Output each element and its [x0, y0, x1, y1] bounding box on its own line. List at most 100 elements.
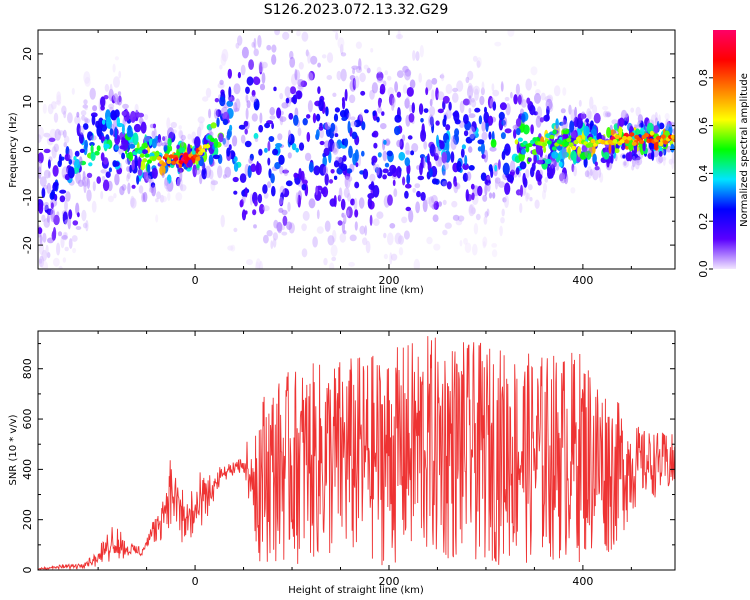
spectrogram-cell — [301, 248, 308, 258]
spectrogram-cell — [587, 110, 593, 120]
spectrogram-cell — [533, 80, 537, 87]
spectrogram-cell — [126, 166, 131, 172]
spectrogram-cell — [122, 103, 129, 109]
spectrogram-cell — [477, 146, 482, 152]
spectrogram-cell — [181, 139, 184, 148]
x-tick-label: 0 — [192, 575, 199, 588]
spectrogram-cell — [367, 197, 373, 209]
spectrogram-ridge-cell — [614, 134, 620, 140]
spectrogram-cell — [350, 116, 356, 121]
spectrogram-cell — [426, 197, 433, 204]
spectrogram-cell — [269, 107, 276, 116]
spectrogram-cell — [573, 151, 577, 164]
spectrogram-cell — [521, 113, 526, 123]
spectrogram-cell — [389, 164, 397, 174]
spectrogram-cell — [658, 156, 664, 163]
spectrogram-cell — [78, 156, 83, 167]
spectrogram-cell — [38, 255, 45, 268]
spectrogram-x-ticks: 0 200 400 — [97, 30, 632, 287]
spectrogram-cell — [398, 247, 404, 256]
spectrogram-cell — [210, 180, 218, 186]
spectrogram-cell — [84, 76, 91, 87]
spectrogram-cell — [214, 98, 220, 103]
spectrogram-cell — [630, 107, 635, 113]
spectrogram-cell — [332, 92, 337, 98]
spectrogram-cell — [486, 175, 491, 181]
spectrogram-y-axis-label: Frequency (Hz) — [8, 112, 19, 188]
spectrogram-cell — [373, 142, 378, 149]
spectrogram-cell — [279, 165, 284, 175]
spectrogram-cell — [431, 194, 438, 204]
spectrogram-cell — [297, 194, 302, 208]
spectrogram-cell — [38, 160, 42, 172]
spectrogram-cell — [353, 197, 358, 211]
spectrogram-cell — [84, 118, 90, 124]
spectrogram-cell — [332, 229, 337, 243]
spectrogram-cell — [253, 132, 259, 140]
spectrogram-cell — [212, 154, 220, 160]
spectrogram-cell — [368, 183, 376, 190]
spectrogram-cell — [330, 169, 335, 174]
spectrogram-cell — [334, 107, 340, 113]
spectrogram-cell — [460, 148, 465, 158]
spectrogram-cell — [377, 97, 382, 108]
spectrogram-cell — [483, 216, 488, 225]
spectrogram-cell — [114, 56, 119, 61]
spectrogram-cell — [255, 258, 261, 269]
spectrogram-cell — [343, 212, 347, 222]
spectrogram-cell — [592, 153, 597, 165]
spectrogram-cell — [504, 195, 509, 209]
spectrogram-cell — [361, 121, 366, 131]
spectrogram-cell — [411, 102, 415, 114]
spectrogram-cell — [45, 244, 49, 256]
spectrogram-cell — [159, 165, 166, 176]
spectrogram-cell — [116, 122, 124, 128]
spectrogram-cell — [74, 150, 80, 157]
spectrogram-cell — [233, 156, 238, 163]
spectrogram-cell — [404, 98, 410, 109]
spectrogram-cell — [529, 104, 536, 116]
spectrogram-y-ticks: -20 -10 0 10 20 — [21, 29, 675, 270]
spectrogram-cell — [656, 157, 660, 163]
spectrogram-cell — [401, 216, 408, 224]
spectrogram-cell — [488, 131, 492, 140]
spectrogram-cell — [618, 117, 625, 127]
spectrogram-cell — [147, 163, 151, 174]
spectrogram-cell — [431, 203, 437, 210]
spectrogram-cell — [450, 151, 455, 163]
spectrogram-cell — [68, 209, 73, 220]
spectrogram-cell — [536, 159, 544, 165]
spectrogram-cell — [489, 146, 497, 152]
spectrogram-cell — [92, 105, 98, 112]
spectrogram-ridge-cell — [144, 153, 150, 158]
spectrogram-cell — [530, 66, 538, 76]
spectrogram-cell — [546, 105, 550, 116]
spectrogram-cell — [490, 138, 497, 148]
spectrogram-cell — [476, 57, 482, 68]
spectrogram-cell — [428, 114, 435, 128]
spectrogram-cell — [442, 95, 450, 104]
spectrogram-cell — [649, 130, 654, 136]
spectrogram-cell — [347, 192, 351, 202]
spectrogram-cell — [491, 243, 498, 248]
spectrogram-cell — [376, 77, 384, 83]
spectrogram-cell — [552, 129, 557, 135]
spectrogram-cell — [50, 202, 54, 210]
spectrogram-cell — [586, 146, 594, 154]
spectrogram-cell — [462, 162, 469, 171]
spectrogram-cell — [39, 258, 43, 264]
spectrogram-cell — [515, 118, 522, 127]
spectrogram-cell — [498, 181, 506, 188]
spectrogram-cell — [327, 235, 335, 246]
spectrogram-cell — [220, 214, 225, 228]
spectrogram-cell — [273, 86, 277, 92]
spectrogram-cell — [59, 189, 67, 194]
spectrogram-cell — [253, 37, 257, 50]
spectrogram-cell — [534, 92, 541, 104]
spectrogram-cell — [40, 271, 45, 277]
spectrogram-cell — [376, 211, 384, 219]
spectrogram-cell — [635, 157, 643, 166]
spectrogram-cell — [431, 89, 435, 101]
spectrogram-cell — [298, 167, 302, 180]
spectrogram-cell — [220, 106, 228, 119]
